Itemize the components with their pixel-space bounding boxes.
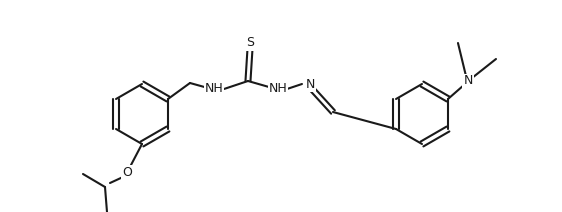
Text: O: O [122,166,132,179]
Text: S: S [246,36,254,49]
Text: NH: NH [269,82,287,95]
Text: N: N [463,74,473,88]
Text: NH: NH [205,82,223,95]
Text: N: N [306,78,315,91]
